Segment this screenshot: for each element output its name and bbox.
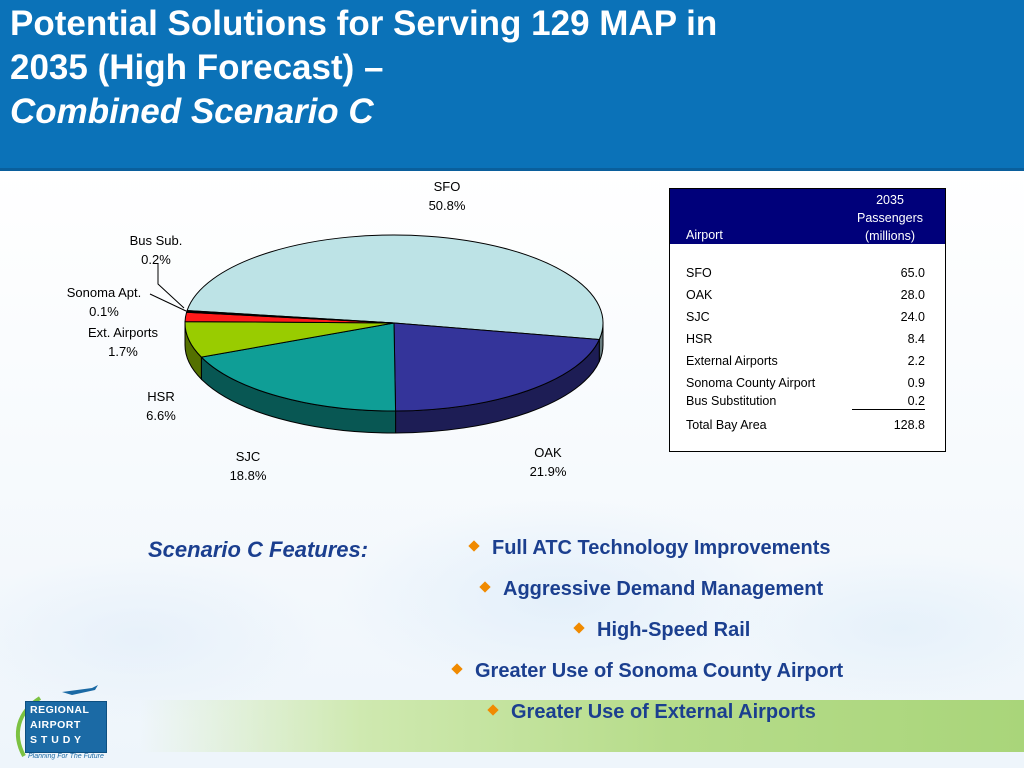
feature-text: Aggressive Demand Management [503, 578, 824, 600]
pie-labels: SFO 50.8% OAK 21.9% SJC 18.8% HSR 6.6% E… [67, 179, 567, 483]
pie-slice-sjc [200, 322, 397, 412]
row-airport: Bus Substitution [686, 394, 777, 408]
row-airport: Sonoma County Airport [686, 376, 816, 390]
row-value: 8.4 [907, 332, 925, 346]
feature-text: Full ATC Technology Improvements [492, 537, 831, 559]
title-line-2: 2035 (High Forecast) – [10, 48, 384, 87]
label-sonoma-name: Sonoma Apt. [67, 285, 141, 300]
feature-text: Greater Use of Sonoma County Airport [475, 660, 844, 682]
feature-item: Greater Use of External Airports [487, 701, 816, 729]
table-row: Sonoma County Airport 0.9 [686, 376, 925, 394]
logo-line-1: REGIONAL [30, 704, 90, 716]
label-sjc-pct: 18.8% [230, 468, 267, 483]
label-bus-name: Bus Sub. [130, 233, 183, 248]
row-value: 0.2 [907, 394, 925, 408]
regional-airport-study-logo: REGIONAL AIRPORT S T U D Y Planning For … [10, 684, 110, 764]
row-airport: HSR [686, 332, 713, 346]
header-passengers: 2035 Passengers (millions) [845, 191, 935, 245]
table-row: SFO 65.0 [686, 266, 925, 284]
total-value: 128.8 [893, 418, 925, 432]
table-row: OAK 28.0 [686, 288, 925, 306]
label-hsr-name: HSR [147, 389, 174, 404]
table-row: Bus Substitution 0.2 [686, 394, 925, 412]
features-title: Scenario C Features: [148, 537, 369, 562]
feature-item: Full ATC Technology Improvements [468, 537, 831, 565]
logo-line-3: S T U D Y [30, 734, 82, 746]
total-label: Total Bay Area [686, 418, 767, 432]
footer-strip [140, 700, 1024, 752]
feature-item: Aggressive Demand Management [479, 578, 824, 606]
total-divider [852, 409, 925, 410]
title-bar: Potential Solutions for Serving 129 MAP … [0, 0, 1024, 171]
header-passengers-line-2: Passengers [856, 211, 923, 225]
label-sfo-name: SFO [434, 179, 461, 194]
pie-leaders [149, 263, 187, 312]
row-airport: SFO [686, 266, 712, 280]
table-row: External Airports 2.2 [686, 354, 925, 372]
table-header: Airport 2035 Passengers (millions) [670, 189, 945, 244]
table-row: SJC 24.0 [686, 310, 925, 328]
feature-text: Greater Use of External Airports [511, 701, 816, 723]
row-value: 2.2 [907, 354, 925, 368]
header-airport: Airport [686, 228, 723, 242]
row-value: 28.0 [900, 288, 925, 302]
row-airport: SJC [686, 310, 710, 324]
leader-bus-sub [157, 263, 185, 309]
label-ext-pct: 1.7% [108, 344, 138, 359]
row-airport: OAK [686, 288, 713, 302]
pie-slice-bus-sub [186, 310, 395, 324]
title-line-3: Combined Scenario C [10, 92, 374, 131]
pie-top [184, 234, 604, 412]
slide-title: Potential Solutions for Serving 129 MAP … [10, 2, 717, 134]
bullet-diamond-icon [479, 581, 491, 593]
plane-icon [62, 685, 98, 695]
label-oak-pct: 21.9% [530, 464, 567, 479]
table-row: HSR 8.4 [686, 332, 925, 350]
bullet-diamond-icon [451, 663, 463, 675]
pie-chart: SFO 50.8% OAK 21.9% SJC 18.8% HSR 6.6% E… [67, 179, 604, 483]
label-sfo-pct: 50.8% [429, 198, 466, 213]
header-passengers-line-3: (millions) [865, 229, 915, 243]
table-total-row: Total Bay Area 128.8 [686, 418, 925, 436]
logo-line-2: AIRPORT [30, 719, 81, 731]
pie-slice-sfo [186, 234, 604, 341]
header-passengers-line-1: 2035 [876, 193, 904, 207]
feature-item: Greater Use of Sonoma County Airport [451, 660, 844, 688]
title-line-1: Potential Solutions for Serving 129 MAP … [10, 4, 718, 43]
pie-slice-oak [393, 322, 601, 412]
label-oak-name: OAK [534, 445, 562, 460]
logo-box [25, 701, 107, 753]
bullet-diamond-icon [468, 540, 480, 552]
bullet-diamond-icon [573, 622, 585, 634]
label-ext-name: Ext. Airports [88, 325, 159, 340]
row-value: 0.9 [907, 376, 925, 390]
label-sjc-name: SJC [236, 449, 261, 464]
row-value: 24.0 [900, 310, 925, 324]
logo-tagline: Planning For The Future [28, 753, 104, 760]
leader-sonoma [149, 293, 187, 312]
passenger-table: Airport 2035 Passengers (millions) SFO 65… [669, 188, 946, 452]
label-sonoma-pct: 0.1% [89, 304, 119, 319]
row-value: 65.0 [900, 266, 925, 280]
bullet-diamond-icon [487, 704, 499, 716]
label-bus-pct: 0.2% [141, 252, 171, 267]
feature-item: High-Speed Rail [573, 619, 751, 647]
label-hsr-pct: 6.6% [146, 408, 176, 423]
feature-text: High-Speed Rail [597, 619, 751, 641]
row-airport: External Airports [686, 354, 778, 368]
